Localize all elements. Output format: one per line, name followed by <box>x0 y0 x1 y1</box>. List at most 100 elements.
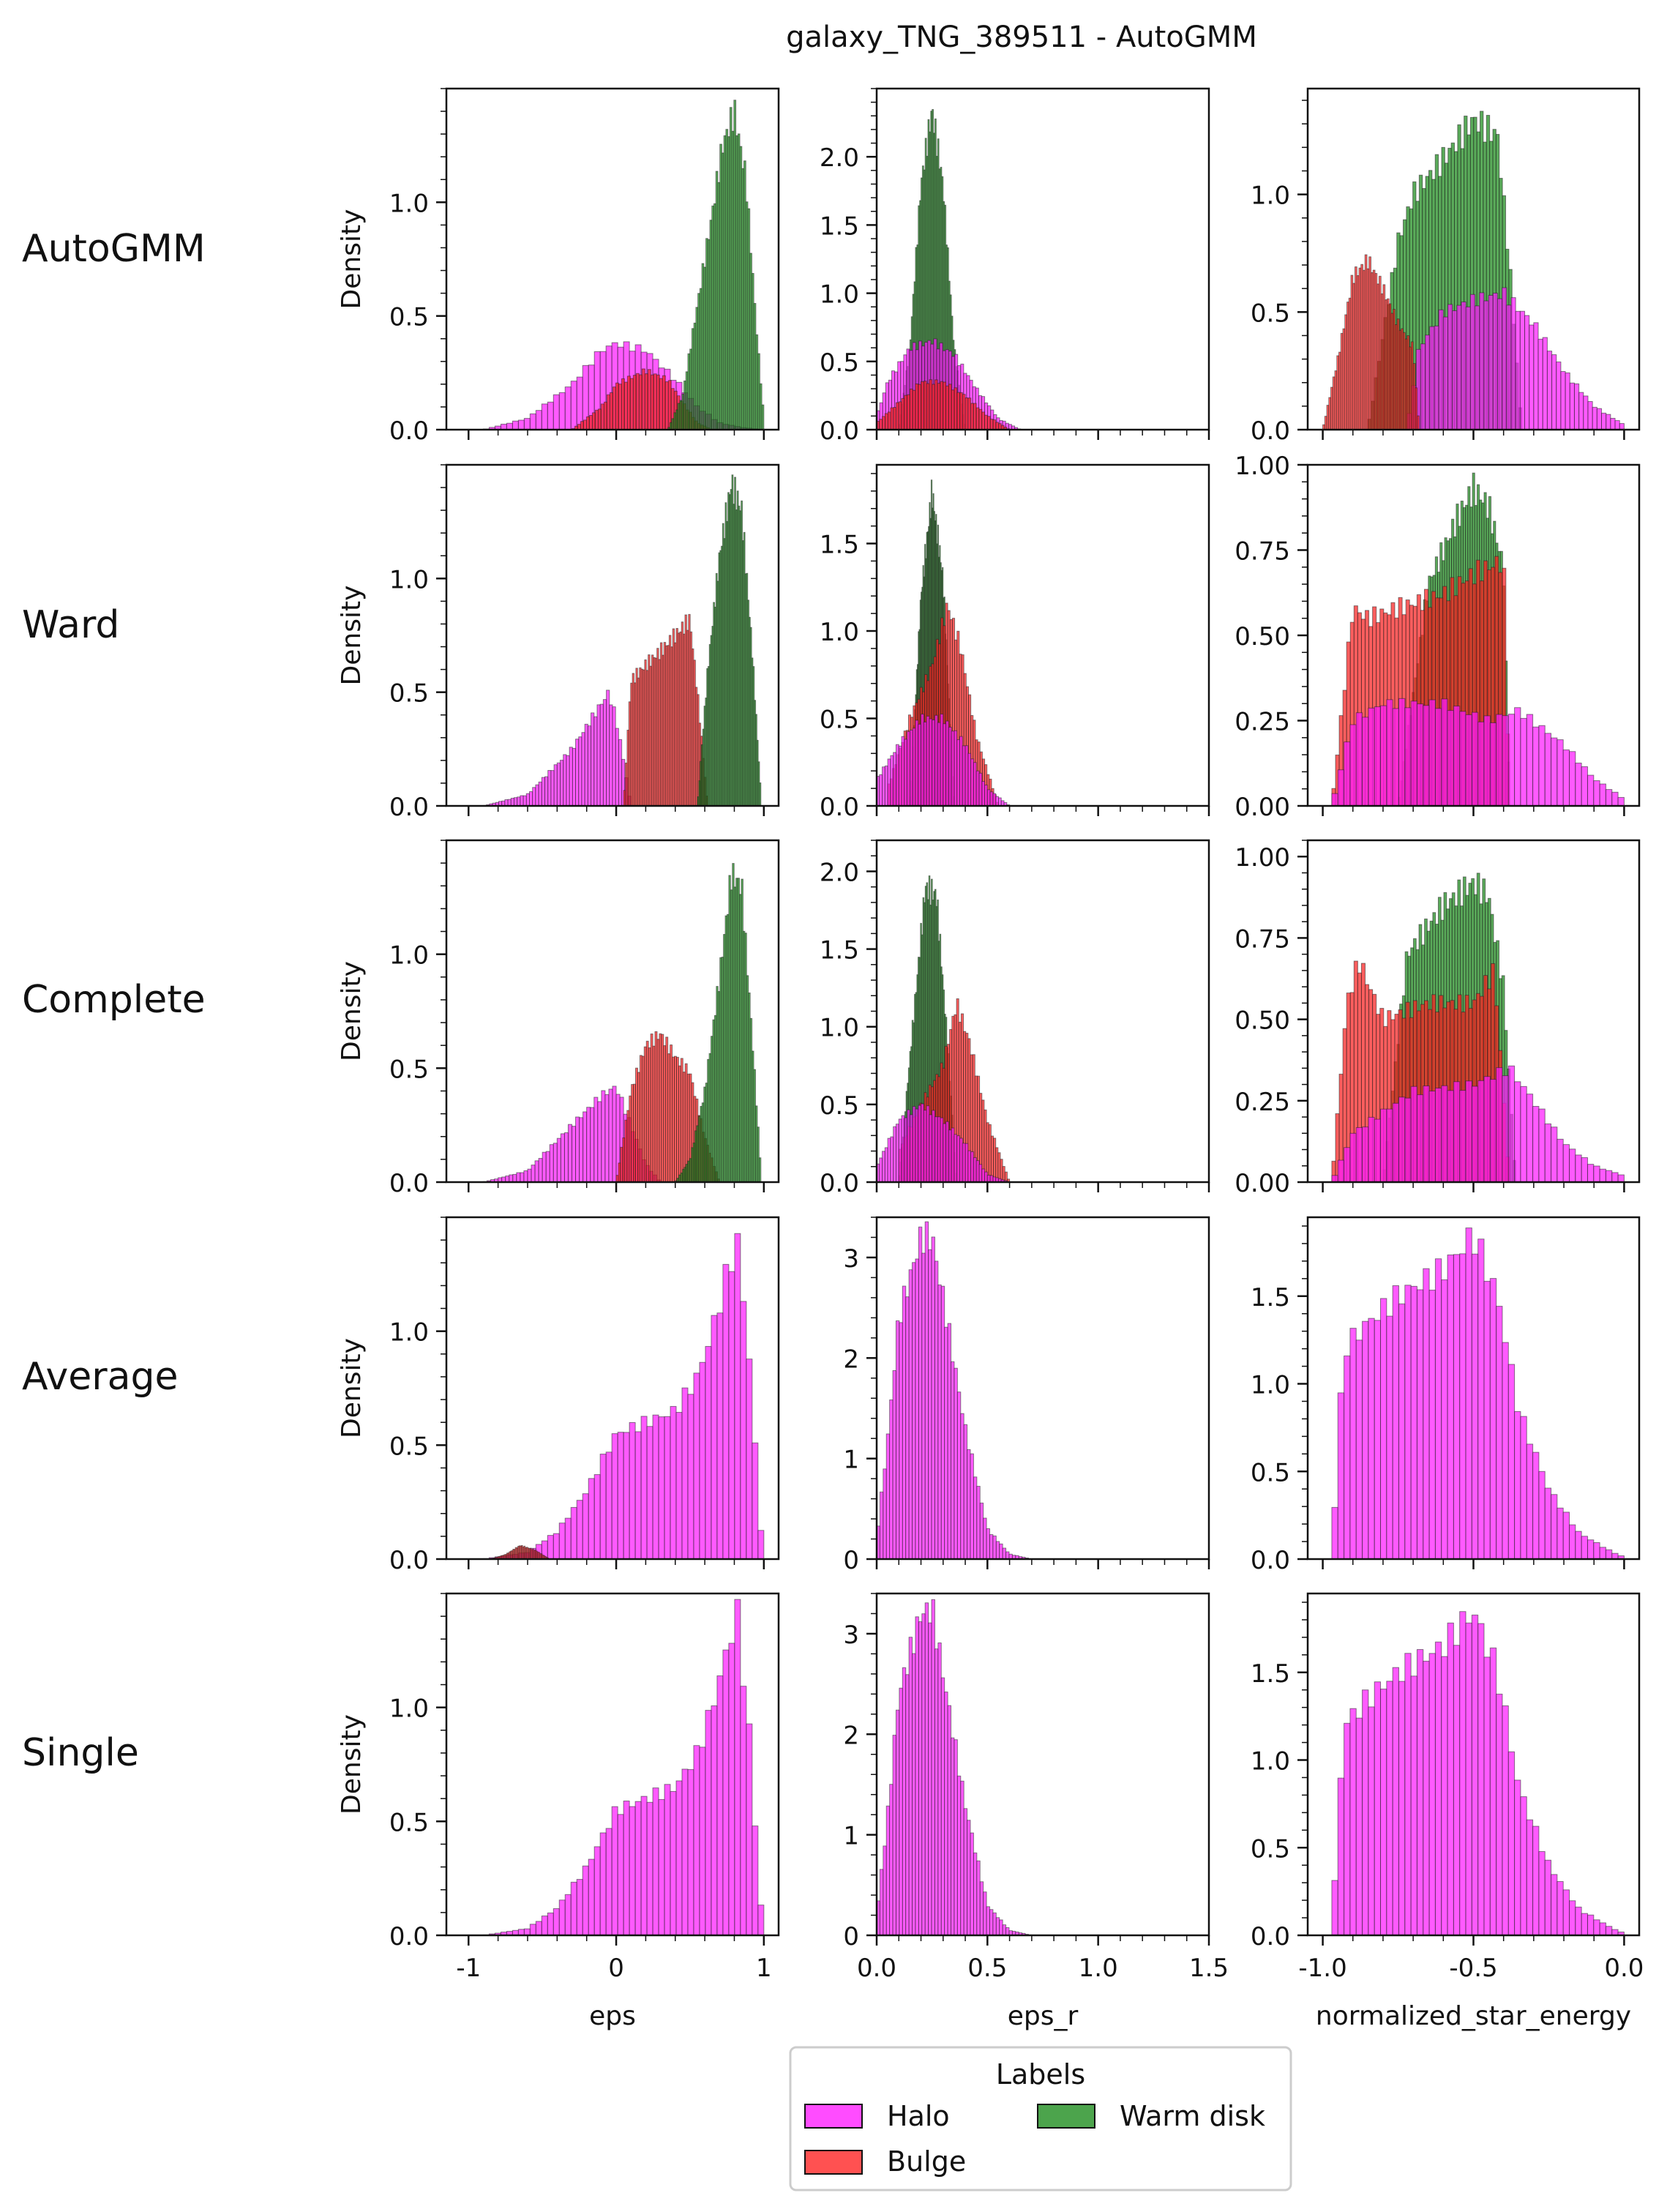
y-tick-label: 0.5 <box>389 1808 429 1837</box>
histogram-bar <box>889 1400 894 1560</box>
histogram-bar <box>951 731 955 807</box>
histogram-bar <box>1489 1278 1497 1560</box>
histogram-bar <box>902 1667 907 1936</box>
histogram-bar <box>1434 1641 1442 1936</box>
histogram-bar <box>646 1426 653 1560</box>
histogram-bar <box>943 381 947 430</box>
histogram-bar <box>1005 1551 1010 1560</box>
histogram-bar <box>1447 1254 1454 1560</box>
histogram-bar <box>1587 1164 1595 1183</box>
histogram-bar <box>629 1806 636 1936</box>
histogram-bar <box>734 1599 741 1936</box>
histogram-bar <box>959 1137 963 1183</box>
histogram-bar <box>989 1534 994 1560</box>
histogram-bar <box>591 712 595 807</box>
histogram-bar <box>670 1790 677 1936</box>
histogram-bar <box>1562 1144 1570 1183</box>
histogram-bar <box>931 1236 935 1560</box>
histogram-bar <box>558 1899 566 1936</box>
histogram-bar <box>1569 751 1576 807</box>
histogram-bar <box>740 1686 747 1936</box>
y-tick-label: 0.00 <box>1235 1169 1290 1198</box>
histogram-bar <box>1386 699 1393 807</box>
series-warm-disk <box>667 100 765 430</box>
y-tick-label: 1.5 <box>1251 1659 1290 1689</box>
histogram-bar <box>560 760 564 807</box>
histogram-bar <box>581 732 585 807</box>
histogram-bar <box>893 752 896 807</box>
histogram-bar <box>1465 306 1471 430</box>
histogram-bar <box>1420 343 1426 430</box>
histogram-bar <box>599 703 604 807</box>
histogram-bar <box>593 716 598 807</box>
histogram-bar <box>1398 1303 1406 1560</box>
histogram-bar <box>1331 1880 1338 1936</box>
histogram-bar <box>1344 1355 1351 1560</box>
histogram-bar <box>892 1735 896 1936</box>
histogram-bar <box>1471 1614 1479 1936</box>
histogram-bar <box>912 1106 916 1183</box>
histogram-bar <box>978 1164 983 1183</box>
histogram-bar <box>1425 335 1431 430</box>
histogram-bar <box>890 407 894 430</box>
histogram-bar <box>975 1160 980 1183</box>
histogram-bar <box>912 389 916 430</box>
histogram-bar <box>970 1832 974 1936</box>
histogram-bar <box>964 745 969 807</box>
histogram-bar <box>1368 707 1375 807</box>
histogram-bar <box>1337 1159 1345 1183</box>
histogram-bar <box>940 1677 945 1936</box>
histogram-bar <box>650 374 654 430</box>
histogram-bar <box>967 1449 971 1560</box>
histogram-bar <box>693 1372 700 1560</box>
histogram-bar <box>926 1105 930 1183</box>
histogram-bar <box>658 1416 665 1560</box>
histogram-bar <box>967 1150 972 1183</box>
y-tick-label: 0 <box>843 1546 859 1575</box>
histogram-bar <box>895 402 899 430</box>
histogram-bar <box>582 1865 589 1936</box>
histogram-bar <box>898 745 902 807</box>
y-tick-label: 0.25 <box>1235 708 1290 737</box>
histogram-bar <box>593 1474 601 1560</box>
histogram-bar <box>963 1424 968 1560</box>
histogram-bar <box>1429 326 1435 430</box>
histogram-bar <box>1355 1717 1363 1936</box>
histogram-bar <box>1526 1443 1534 1560</box>
y-tick-label: 3 <box>843 1244 859 1274</box>
histogram-bar <box>1569 382 1575 430</box>
histogram-bar <box>999 1543 1003 1560</box>
histogram-bar <box>931 1599 935 1936</box>
histogram-bar <box>1502 1342 1509 1560</box>
histogram-bar <box>564 386 572 430</box>
histogram-bar <box>1483 1076 1491 1183</box>
histogram-bar <box>699 1361 706 1560</box>
histogram-bar <box>899 1687 903 1936</box>
y-axis-label: Density <box>337 961 367 1061</box>
histogram-bar <box>590 1107 595 1183</box>
histogram-bar <box>887 758 891 807</box>
histogram-bar <box>1442 316 1448 430</box>
histogram-bar <box>523 418 531 430</box>
histogram-bar <box>588 1858 595 1936</box>
histogram-bar <box>1496 1067 1503 1183</box>
histogram-bar <box>904 739 908 807</box>
histogram-bar <box>928 1249 932 1560</box>
histogram-bar <box>943 723 947 807</box>
y-tick-label: 1.0 <box>389 189 429 218</box>
y-tick-label: 0.0 <box>1251 1546 1290 1575</box>
histogram-bar <box>907 1109 910 1183</box>
histogram-bar <box>951 1361 955 1560</box>
histogram-bar <box>1557 1507 1564 1560</box>
y-tick-label: 0.75 <box>1235 537 1290 567</box>
histogram-bar <box>887 411 891 430</box>
histogram-bar <box>535 1921 542 1936</box>
histogram-bar <box>1374 1118 1382 1183</box>
histogram-bar <box>976 1486 981 1560</box>
y-tick-label: 1.0 <box>1251 182 1290 211</box>
histogram-bar <box>956 739 960 807</box>
y-tick-label: 0.75 <box>1235 924 1290 954</box>
histogram-bar <box>1611 1172 1619 1183</box>
histogram-bar <box>545 1151 550 1183</box>
histogram-bar <box>973 1852 978 1936</box>
